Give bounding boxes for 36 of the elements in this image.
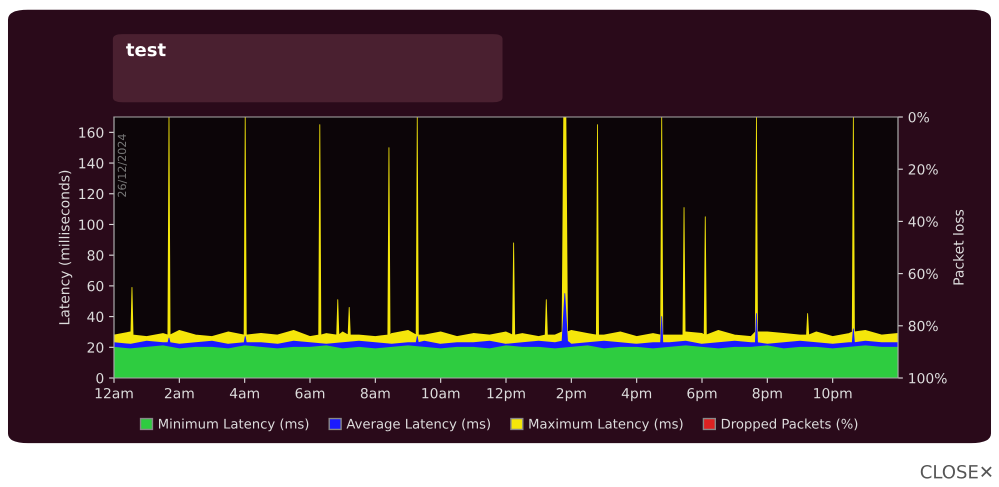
y2-tick-label: 40% [908,216,938,227]
y2-tick-label: 80% [908,320,938,332]
legend-label: Maximum Latency (ms) [529,418,682,432]
y-tick-label: 160 [79,127,104,138]
legend-label: Dropped Packets (%) [722,418,858,432]
x-tick-label: 12pm [488,388,525,402]
y-tick-label: 60 [88,280,104,292]
annotation: 26/12/2024 [118,134,127,197]
y-tick-label: 20 [88,342,104,353]
x-tick-label: 2pm [556,388,586,402]
y-tick-label: 140 [79,158,104,169]
text: CLOSE✕ [920,464,992,479]
y2-tick-label: 100% [909,372,947,384]
legend-label: Average Latency (ms) [346,418,490,432]
chart-title: test [126,43,166,56]
y2-tick-label: 60% [908,268,938,280]
x-tick-label: 2am [164,388,194,398]
x-tick-label: 8pm [752,388,782,402]
y-tick-label: 120 [79,188,104,200]
x-tick-label: 8am [360,388,390,398]
y-tick-label: 0 [96,372,104,384]
legend-label: Minimum Latency (ms) [159,418,308,432]
x-tick-label: 6pm [687,388,716,402]
x-tick-label: 4pm [622,388,652,402]
x-tick-label: 6am [296,388,324,398]
y2-axis-title: Packet loss [952,210,964,284]
y2-tick-label: 0% [908,112,929,122]
y-tick-label: 40 [87,312,104,322]
x-tick-label: 4am [230,388,259,398]
x-tick-label: 10am [422,388,460,398]
y-tick-label: 100 [79,219,104,230]
y2-tick-label: 20% [908,164,938,175]
y-axis-title: Latency (milliseconds) [58,170,72,324]
y-tick-label: 80 [88,250,104,261]
x-tick-label: 12am [96,388,133,398]
x-tick-label: 10pm [814,388,852,402]
